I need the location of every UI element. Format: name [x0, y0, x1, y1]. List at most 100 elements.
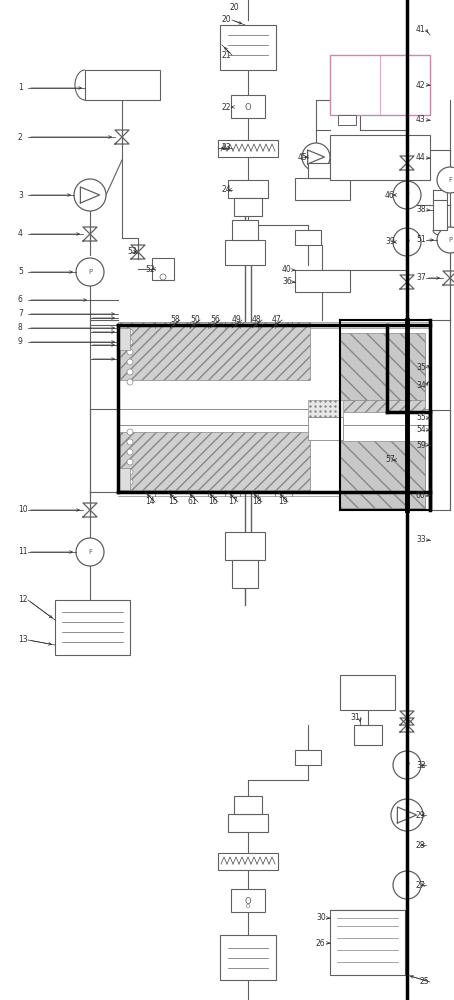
Bar: [120, 322, 310, 380]
Circle shape: [393, 228, 421, 256]
Text: 21: 21: [222, 50, 232, 60]
Bar: [340, 333, 425, 400]
Circle shape: [127, 339, 133, 345]
Bar: [340, 442, 425, 508]
Bar: [295, 230, 321, 245]
Text: 46: 46: [385, 190, 395, 200]
Bar: [120, 432, 310, 490]
Text: 14: 14: [145, 497, 155, 506]
Text: 4: 4: [18, 230, 23, 238]
Text: 26: 26: [316, 938, 326, 948]
Text: 51: 51: [416, 235, 426, 244]
Text: 29: 29: [416, 810, 426, 820]
Text: 36: 36: [282, 277, 292, 286]
Text: 20: 20: [230, 3, 240, 12]
Text: 59: 59: [416, 440, 426, 450]
Bar: [220, 935, 276, 980]
Circle shape: [127, 429, 133, 435]
Circle shape: [437, 227, 454, 253]
Text: 12: 12: [18, 595, 28, 604]
Circle shape: [437, 167, 454, 193]
Bar: [118, 468, 130, 490]
Text: 13: 13: [18, 636, 28, 645]
Bar: [330, 135, 430, 180]
Text: 45: 45: [298, 152, 308, 161]
Bar: [308, 400, 343, 417]
Text: O: O: [246, 904, 250, 910]
Circle shape: [127, 379, 133, 385]
Text: 7: 7: [18, 310, 23, 318]
Text: 31: 31: [350, 712, 360, 722]
Text: 2: 2: [18, 132, 23, 141]
Circle shape: [302, 143, 330, 171]
Text: P: P: [405, 239, 409, 245]
Text: 6: 6: [18, 296, 23, 304]
Text: F: F: [405, 192, 409, 198]
Text: 22: 22: [222, 103, 232, 111]
Text: 30: 30: [316, 914, 326, 922]
Text: 15: 15: [168, 497, 178, 506]
Bar: [220, 25, 276, 70]
Text: 1: 1: [18, 84, 23, 93]
Text: 25: 25: [420, 978, 429, 986]
Text: 40: 40: [282, 265, 292, 274]
Circle shape: [74, 179, 106, 211]
Circle shape: [393, 751, 421, 779]
Text: O: O: [245, 103, 252, 111]
Text: 35: 35: [416, 363, 426, 372]
Bar: [340, 441, 425, 508]
Bar: [231, 95, 265, 118]
Text: F: F: [448, 177, 452, 183]
Bar: [308, 417, 343, 440]
Text: 38: 38: [416, 206, 426, 215]
Text: 54: 54: [416, 426, 426, 434]
Bar: [225, 532, 265, 560]
Text: 24: 24: [222, 186, 232, 194]
Text: 5: 5: [18, 267, 23, 276]
Circle shape: [160, 274, 166, 280]
Text: 52: 52: [145, 264, 155, 273]
Text: 61: 61: [188, 497, 197, 506]
Text: 41: 41: [416, 25, 426, 34]
Text: 23: 23: [222, 143, 232, 152]
Circle shape: [76, 538, 104, 566]
Circle shape: [127, 459, 133, 465]
Bar: [218, 140, 278, 157]
Text: 11: 11: [18, 548, 28, 556]
Bar: [295, 750, 321, 765]
Bar: [55, 600, 130, 655]
Circle shape: [127, 329, 133, 335]
Circle shape: [127, 349, 133, 355]
Bar: [338, 115, 356, 125]
Bar: [228, 814, 268, 832]
Bar: [118, 328, 130, 350]
Text: O: O: [245, 896, 252, 906]
Circle shape: [393, 181, 421, 209]
Circle shape: [127, 449, 133, 455]
Bar: [308, 163, 336, 178]
Text: 49: 49: [232, 316, 242, 324]
Text: 47: 47: [272, 316, 282, 324]
Text: 34: 34: [416, 380, 426, 389]
Text: F: F: [88, 549, 92, 555]
Text: 8: 8: [18, 324, 23, 332]
Text: 42: 42: [416, 81, 426, 90]
Text: 53: 53: [127, 247, 137, 256]
Bar: [85, 70, 160, 100]
Text: 44: 44: [416, 153, 426, 162]
Text: 28: 28: [416, 840, 425, 850]
Text: 17: 17: [228, 497, 237, 506]
Text: 32: 32: [416, 760, 426, 770]
Text: 18: 18: [252, 497, 262, 506]
Bar: [225, 240, 265, 265]
Bar: [228, 180, 268, 198]
Text: 33: 33: [416, 536, 426, 544]
Text: 60: 60: [416, 490, 426, 499]
Text: 10: 10: [18, 506, 28, 514]
Text: 19: 19: [278, 497, 288, 506]
Bar: [340, 342, 425, 412]
Text: F: F: [405, 882, 409, 888]
Bar: [340, 675, 395, 710]
Text: 57: 57: [385, 456, 395, 464]
Text: 9: 9: [18, 338, 23, 347]
